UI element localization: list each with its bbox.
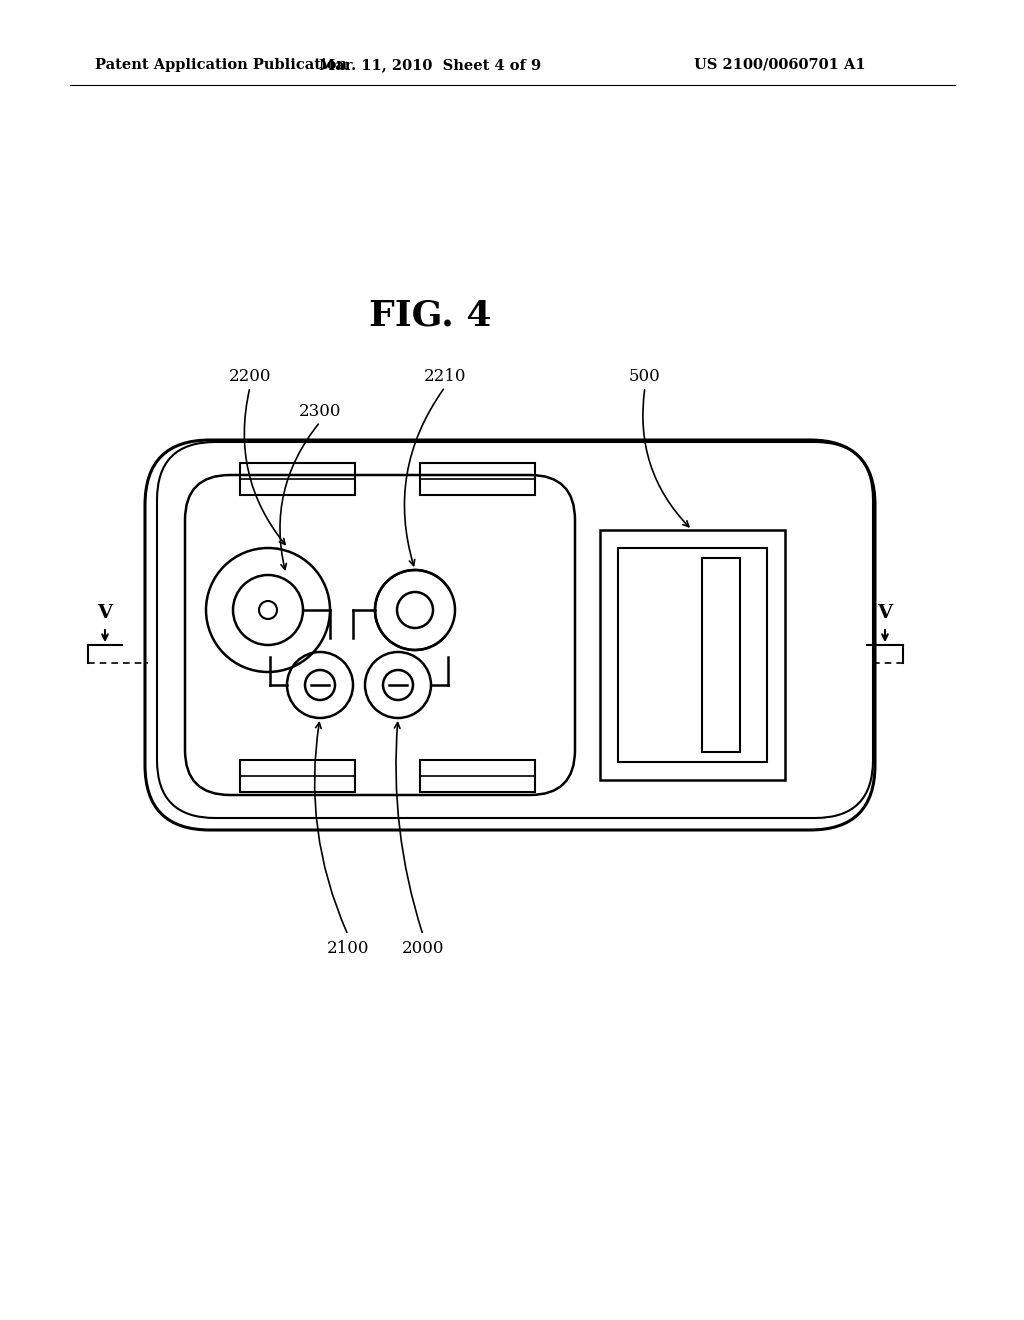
Bar (618, 548, 767, 762)
Bar (240, 463, 355, 495)
Bar (420, 760, 535, 792)
Bar (600, 531, 785, 780)
Bar (702, 558, 740, 752)
Text: 2200: 2200 (228, 368, 271, 385)
Text: 2000: 2000 (401, 940, 444, 957)
Text: 500: 500 (629, 368, 660, 385)
Bar (240, 760, 355, 792)
Text: US 2100/0060701 A1: US 2100/0060701 A1 (694, 58, 866, 73)
Text: 2210: 2210 (424, 368, 466, 385)
Text: FIG. 4: FIG. 4 (369, 298, 492, 333)
Text: 2100: 2100 (327, 940, 370, 957)
Bar (420, 463, 535, 495)
Text: 2300: 2300 (299, 403, 341, 420)
Text: V: V (878, 605, 893, 622)
Text: Mar. 11, 2010  Sheet 4 of 9: Mar. 11, 2010 Sheet 4 of 9 (318, 58, 541, 73)
Text: V: V (97, 605, 113, 622)
Text: Patent Application Publication: Patent Application Publication (95, 58, 347, 73)
